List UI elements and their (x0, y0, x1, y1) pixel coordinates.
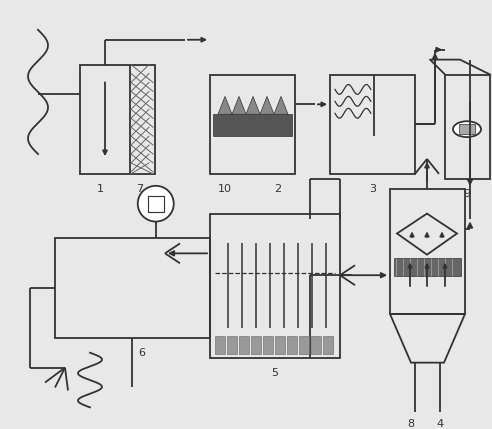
Text: 1: 1 (96, 184, 103, 194)
Bar (263, 336, 273, 353)
Text: 8: 8 (407, 419, 415, 429)
Polygon shape (274, 97, 288, 114)
Bar (239, 336, 249, 353)
Bar (275, 336, 285, 353)
Bar (394, 258, 461, 275)
Polygon shape (218, 97, 232, 114)
Bar (330, 75, 415, 174)
Text: 2: 2 (275, 184, 281, 194)
Bar (210, 214, 340, 358)
Text: 7: 7 (136, 184, 144, 194)
Bar (445, 75, 490, 179)
Bar (80, 65, 155, 174)
Text: 9: 9 (463, 189, 470, 199)
Bar (55, 239, 210, 338)
Text: 5: 5 (272, 368, 278, 378)
Bar (323, 336, 333, 353)
Polygon shape (260, 97, 274, 114)
Bar (311, 336, 321, 353)
Bar (459, 124, 475, 134)
Text: 4: 4 (437, 419, 444, 429)
Polygon shape (232, 97, 246, 114)
Bar (148, 196, 164, 211)
Text: 10: 10 (218, 184, 232, 194)
Polygon shape (246, 97, 260, 114)
Text: 6: 6 (139, 347, 146, 358)
Bar (213, 114, 292, 136)
Bar (390, 189, 465, 314)
Bar (210, 75, 295, 174)
Bar (287, 336, 297, 353)
Circle shape (138, 186, 174, 221)
Bar (299, 336, 309, 353)
Bar (215, 336, 225, 353)
Bar (251, 336, 261, 353)
Bar (227, 336, 237, 353)
Ellipse shape (453, 121, 481, 137)
Text: 3: 3 (369, 184, 376, 194)
